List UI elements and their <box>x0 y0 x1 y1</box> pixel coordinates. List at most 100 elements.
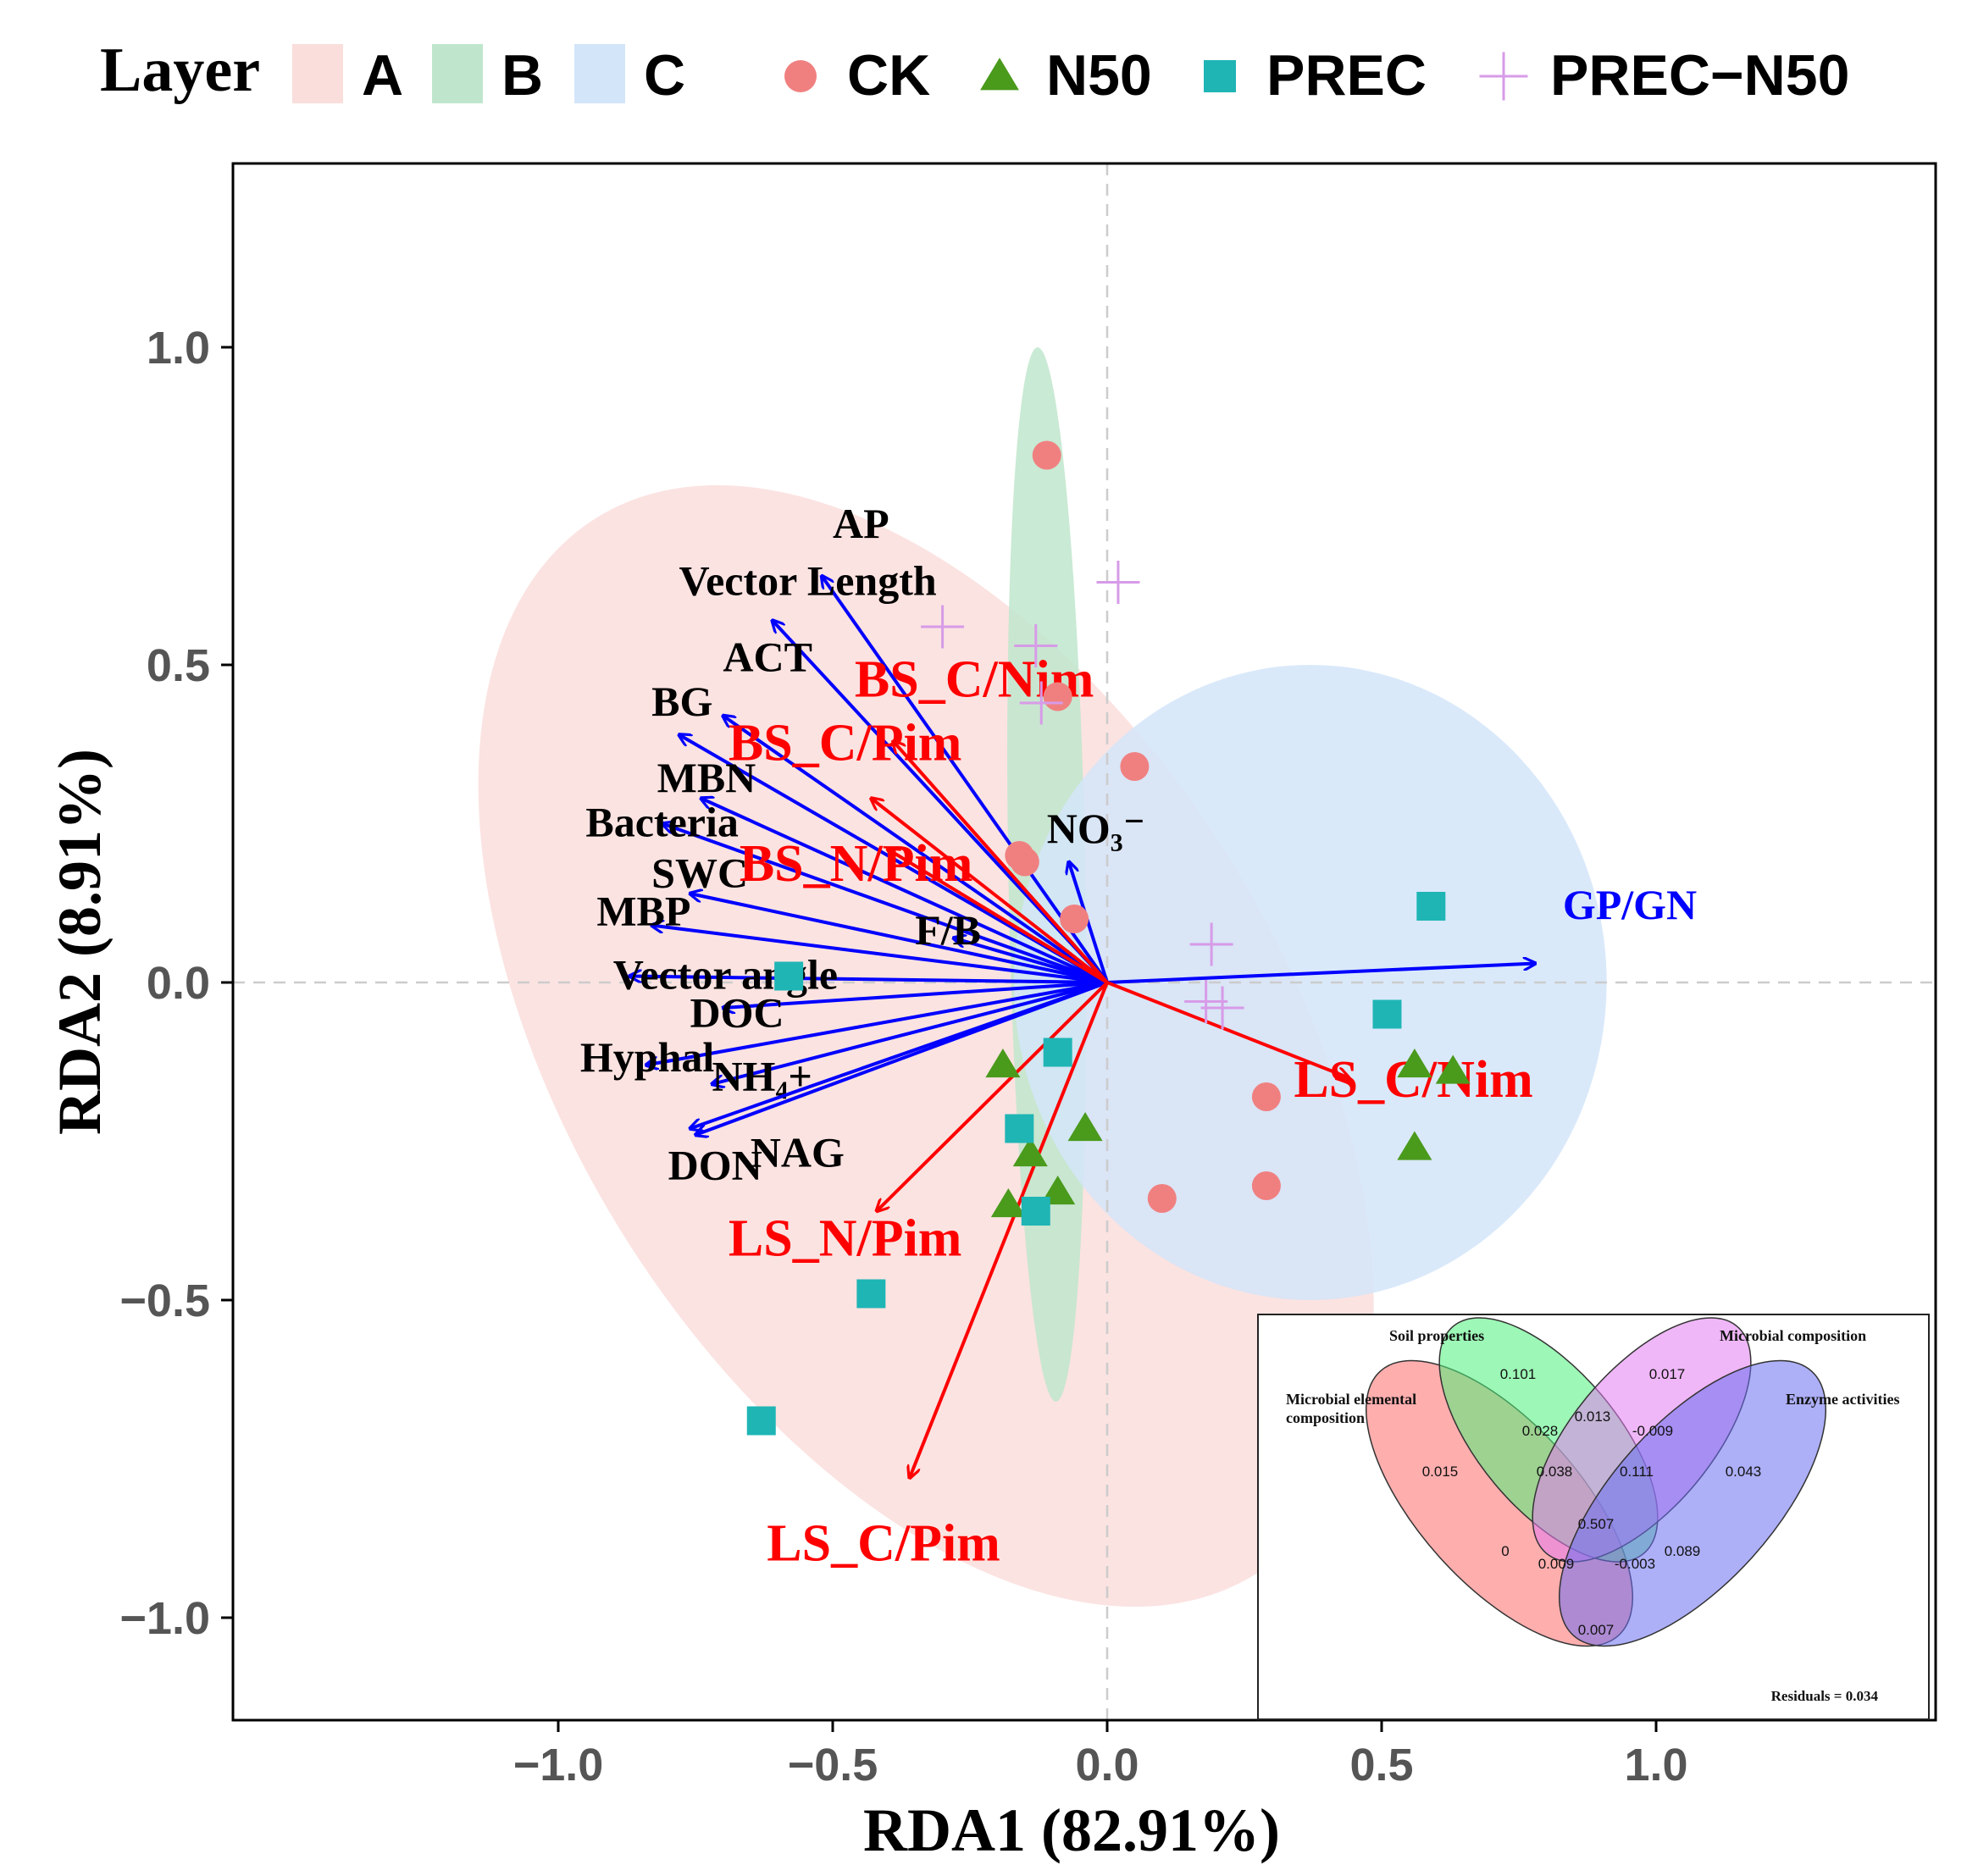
point-ck-8 <box>1147 1184 1177 1213</box>
x-tick-label-2: 0.0 <box>1075 1740 1139 1790</box>
y-tick-label-2: 0.0 <box>147 958 210 1009</box>
vector-mbn <box>701 799 1108 984</box>
y-axis-label: RDA2 (8.91%) <box>46 749 114 1135</box>
point-ck-5 <box>1060 905 1089 933</box>
legend-layer-label-a: A <box>362 43 403 108</box>
point-ck-1 <box>1043 682 1072 711</box>
point-ck-6 <box>1251 1082 1281 1111</box>
point-n50-10 <box>1067 1111 1103 1142</box>
vector-label-bacteria: Bacteria <box>585 799 738 846</box>
venn-set-label-soil-properties: Soil properties <box>1389 1327 1484 1344</box>
vector-f-b <box>954 938 1108 984</box>
vector-don <box>695 981 1108 1135</box>
sample-points <box>746 440 1471 1436</box>
vector-label-mbn: MBN <box>657 754 756 801</box>
legend-layer-label-c: C <box>644 43 685 108</box>
red-vectors: BS_C/NimBS_C/PimBS_N/PimLS_C/NimLS_N/Pim… <box>729 651 1533 1573</box>
point-prec-n50-31 <box>1200 986 1244 1030</box>
point-prec-n50-28 <box>1019 681 1063 725</box>
vector-mbp <box>651 926 1108 984</box>
y-tick-label-1: −0.5 <box>119 1276 210 1326</box>
point-ck-2 <box>1120 752 1150 781</box>
venn-set-label-microbial-elemental-composition: Microbial elemental composition <box>1286 1391 1416 1426</box>
vector-nh <box>712 981 1108 1084</box>
vector-bacteria <box>662 824 1108 984</box>
legend-label-prec-n50: PREC−N50 <box>1550 43 1849 108</box>
venn-ellipse-enzyme-activities <box>1558 1359 1827 1647</box>
reference-lines <box>233 163 1936 1720</box>
vector-bs-c-pim <box>871 799 1109 984</box>
vector-doc <box>723 981 1108 1008</box>
legend-layer-swatch-c <box>574 44 625 103</box>
vector-act <box>723 716 1109 984</box>
point-n50-13 <box>990 1187 1026 1218</box>
vector-swc <box>690 894 1108 984</box>
x-axis-label: RDA1 (82.91%) <box>863 1796 1280 1864</box>
legend: Layer A B C CK N50 PREC PREC−N50 <box>100 36 1849 108</box>
venn-value-3: 0.043 <box>1726 1464 1762 1480</box>
venn-value-9: 0.507 <box>1578 1516 1615 1532</box>
venn-value-5: 0.028 <box>1522 1423 1559 1439</box>
vector-label-swc: SWC <box>651 849 748 897</box>
point-prec-20 <box>1043 1038 1072 1067</box>
y-tick-label-3: 0.5 <box>147 640 210 691</box>
point-prec-n50-29 <box>1189 922 1233 966</box>
venn-set-label-line-0: Microbial elemental <box>1286 1391 1416 1408</box>
vector-hyphal <box>646 981 1108 1065</box>
vector-label-ls-c-pim: LS_C/Pim <box>767 1515 1000 1573</box>
vector-label-doc: DOC <box>690 989 784 1037</box>
vector-label-no: NO₃⁻ <box>1047 805 1145 852</box>
point-prec-n50-25 <box>1096 561 1140 604</box>
vector-label-don: DON <box>668 1142 762 1189</box>
point-ck-4 <box>1010 847 1039 877</box>
point-ck-7 <box>1251 1171 1281 1200</box>
vector-label-ls-n-pim: LS_N/Pim <box>729 1210 962 1268</box>
x-tick-label-0: −1.0 <box>513 1740 604 1790</box>
x-tick-label-1: −0.5 <box>788 1740 878 1790</box>
vector-ap <box>822 576 1109 984</box>
venn-value-14: 0.007 <box>1578 1622 1615 1638</box>
vector-label-act: ACT <box>723 634 812 681</box>
y-axis: −1.0 −0.5 0.0 0.5 1.0 <box>119 323 233 1644</box>
point-n50-11 <box>1012 1137 1048 1167</box>
vector-label-vector-length: Vector Length <box>679 557 937 605</box>
venn-value-11: 0.089 <box>1665 1543 1701 1559</box>
vector-gp-gn <box>1106 964 1535 984</box>
x-axis: −1.0 −0.5 0.0 0.5 1.0 <box>513 1720 1688 1790</box>
vector-vector-length <box>773 621 1109 984</box>
legend-marker-n50 <box>980 58 1019 91</box>
vector-label-bs-n-pim: BS_N/Pim <box>740 835 973 893</box>
venn-set-label-line-0: Enzyme activities <box>1786 1391 1899 1408</box>
venn-set-label-line-0: Microbial composition <box>1720 1327 1866 1344</box>
venn-value-13: -0.003 <box>1615 1556 1655 1572</box>
venn-inset: Soil properties Microbial composition Micr… <box>1257 1314 1930 1720</box>
point-prec-n50-26 <box>921 605 965 649</box>
vector-label-ap: AP <box>833 500 889 547</box>
venn-value-0: 0.101 <box>1500 1366 1537 1382</box>
legend-layer-swatch-a <box>292 44 343 103</box>
vector-bs-c-nim <box>893 741 1109 984</box>
venn-set-label-line-1: composition <box>1286 1409 1365 1426</box>
point-prec-n50-30 <box>1184 980 1228 1023</box>
vector-label-f-b: F/B <box>915 906 981 954</box>
y-tick-label-4: 1.0 <box>147 323 210 374</box>
venn-value-12: 0.009 <box>1538 1556 1575 1572</box>
point-n50-15 <box>1435 1054 1471 1084</box>
point-prec-18 <box>1372 999 1402 1029</box>
vector-ls-c-pim <box>910 982 1109 1478</box>
vector-bs-n-pim <box>888 849 1109 984</box>
venn-value-7: 0.038 <box>1537 1464 1573 1480</box>
legend-layer-title: Layer <box>100 36 260 105</box>
legend-marker-ck <box>784 60 817 92</box>
venn-value-1: 0.017 <box>1649 1366 1686 1382</box>
point-prec-23 <box>856 1279 886 1309</box>
point-n50-14 <box>1397 1048 1432 1078</box>
vector-vector-angle <box>629 977 1108 984</box>
venn-value-4: 0.013 <box>1575 1408 1611 1425</box>
legend-layers: A B C <box>292 43 685 108</box>
legend-layer-swatch-b <box>432 44 483 103</box>
x-tick-label-4: 1.0 <box>1624 1740 1687 1790</box>
plot-frame <box>231 162 1937 1722</box>
point-prec-24 <box>746 1406 776 1436</box>
venn-value-10: 0 <box>1501 1543 1509 1559</box>
